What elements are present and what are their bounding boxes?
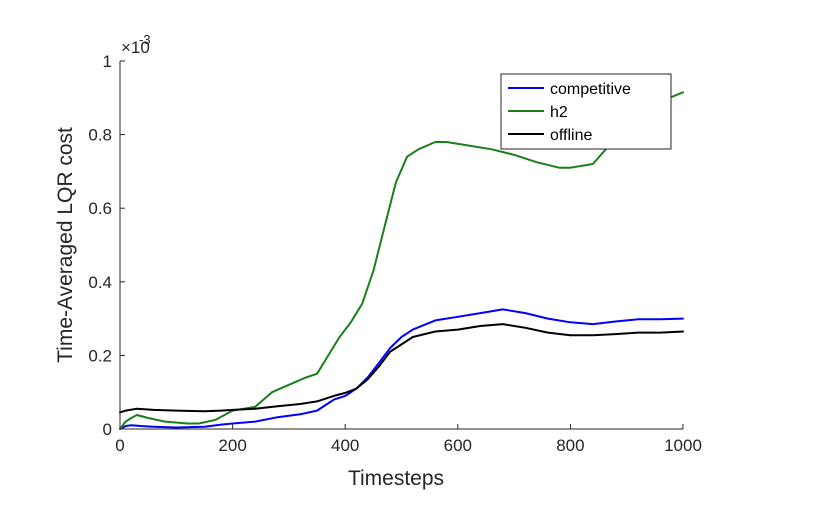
y-exponent-base: ×10: [121, 38, 150, 57]
x-tick-label: 400: [331, 436, 359, 455]
x-tick-label: 200: [218, 436, 246, 455]
x-tick-label: 1000: [664, 436, 702, 455]
series-line-offline: [119, 323, 684, 414]
y-axis-exponent: ×10 -3: [121, 32, 151, 57]
y-tick-label: 0.8: [88, 126, 112, 145]
y-tick-label: 1: [103, 52, 112, 71]
y-tick-label: 0.6: [88, 199, 112, 218]
series-line-h2: [119, 91, 684, 430]
y-tick-label: 0.2: [88, 346, 112, 365]
legend-label-h2: h2: [550, 104, 568, 121]
y-tick-label: 0: [103, 420, 112, 439]
y-exponent-power: -3: [139, 32, 151, 47]
y-tick-label: 0.4: [88, 273, 112, 292]
y-axis-title: Time-Averaged LQR cost: [54, 127, 77, 363]
x-axis-title: Timesteps: [348, 467, 444, 490]
x-tick-label: 0: [115, 436, 124, 455]
plot-area: [119, 91, 684, 430]
x-tick-label: 800: [556, 436, 584, 455]
legend-label-offline: offline: [550, 127, 593, 144]
legend-label-competitive: competitive: [550, 81, 631, 98]
x-tick-label: 600: [444, 436, 472, 455]
axes: 0 200 400 600 800 1000 0 0.2 0.4 0.6 0.8 1: [88, 52, 702, 455]
legend: competitive h2 offline: [500, 73, 672, 150]
series-line-competitive: [119, 308, 684, 430]
